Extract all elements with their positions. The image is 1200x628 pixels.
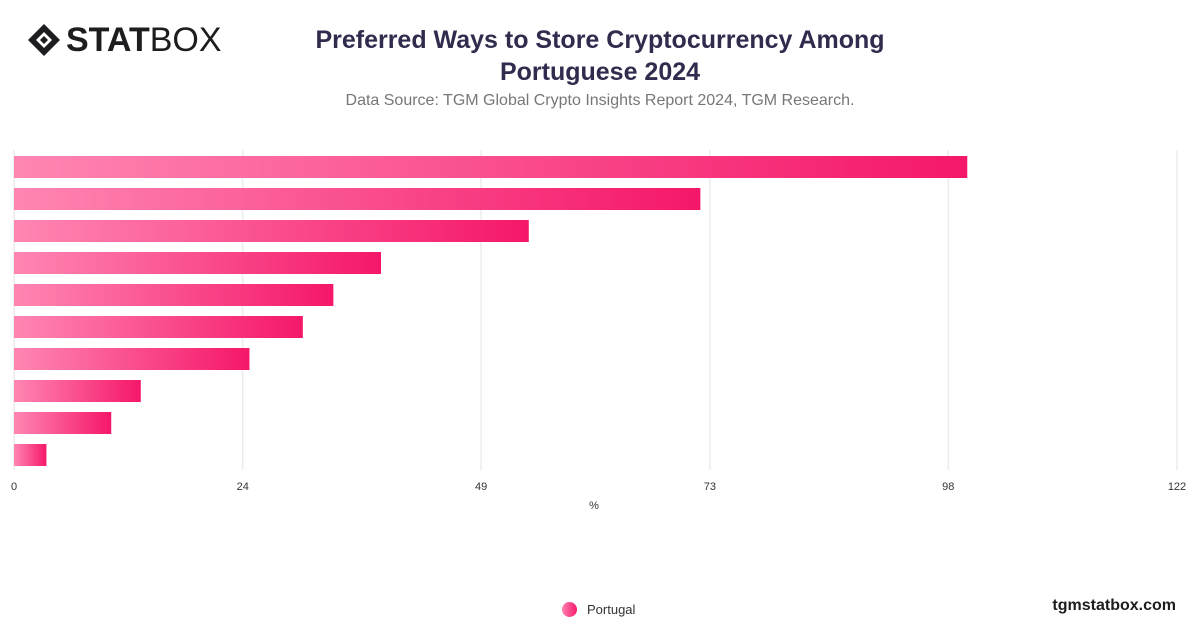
bar-7[interactable] [14,380,141,402]
legend-label-portugal: Portugal [587,602,636,617]
bar-0[interactable] [14,156,968,178]
bar-2[interactable] [14,220,529,242]
site-url: tgmstatbox.com [1052,597,1176,614]
bar-8[interactable] [14,412,112,434]
bar-6[interactable] [14,348,250,370]
legend-marker [562,602,577,617]
x-axis-label: % [589,500,599,512]
x-tick-label-2: 49 [475,481,487,493]
statbox-diamond-icon [28,24,60,56]
chart-title: Preferred Ways to Store Cryptocurrency A… [315,26,885,86]
x-tick-label-4: 98 [942,481,954,493]
x-tick-label-5: 122 [1168,481,1186,493]
legend[interactable]: Portugal [562,602,635,617]
x-tick-label-0: 0 [11,481,17,493]
logo-text-bold: STAT [66,21,150,59]
statbox-logo: STATBOX [26,22,222,58]
bar-5[interactable] [14,316,303,338]
x-tick-label-3: 73 [704,481,716,493]
bar-3[interactable] [14,252,382,274]
bar-9[interactable] [14,444,47,466]
bar-4[interactable] [14,284,334,306]
bar-1[interactable] [14,188,701,210]
chart-subtitle: Data Source: TGM Global Crypto Insights … [345,92,855,109]
x-tick-label-1: 24 [237,481,249,493]
logo-text-light: BOX [149,21,222,59]
